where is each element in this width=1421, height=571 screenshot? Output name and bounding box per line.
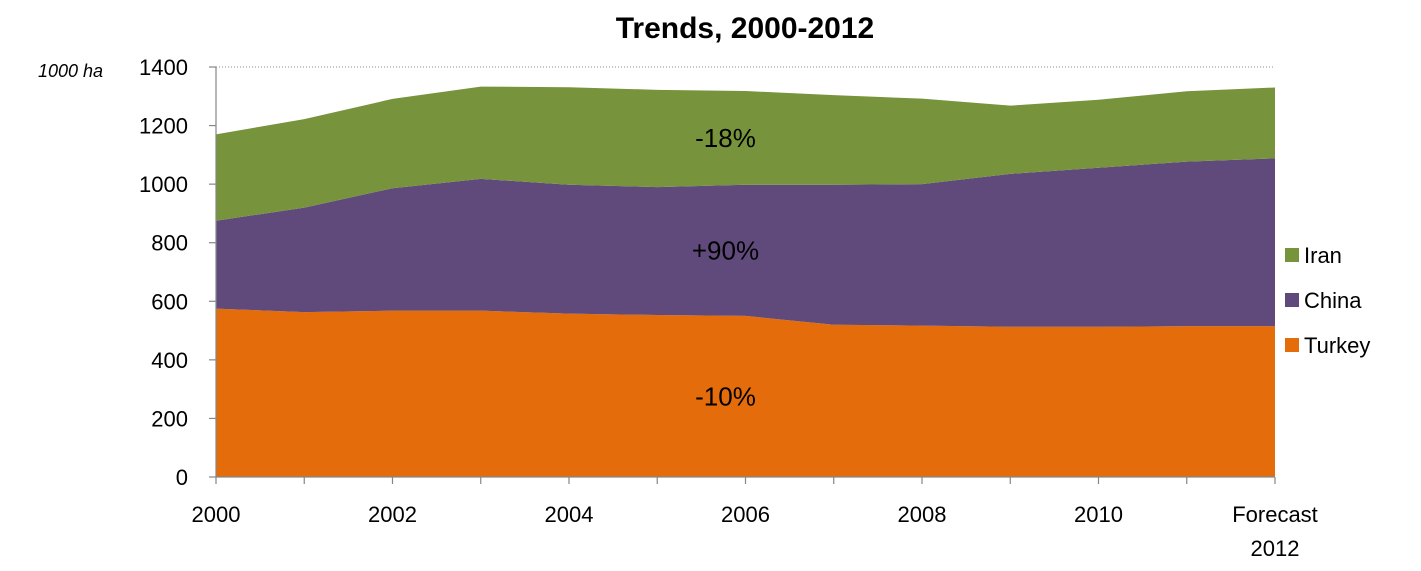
- legend: Iran China Turkey: [1285, 243, 1370, 358]
- x-tick-label: Forecast: [1232, 502, 1318, 527]
- y-tick-label: 1000: [139, 172, 188, 197]
- y-axis-unit-label: 1000 ha: [38, 61, 103, 81]
- annotation-turkey: -10%: [695, 381, 756, 411]
- annotation-iran: -18%: [695, 123, 756, 153]
- area-china: [216, 158, 1275, 327]
- legend-swatch-turkey: [1285, 338, 1299, 352]
- area-turkey: [216, 308, 1275, 477]
- x-tick-label: 2008: [898, 502, 947, 527]
- y-tick-label: 600: [151, 289, 188, 314]
- x-tick-label: 2006: [721, 502, 770, 527]
- y-tick-label: 800: [151, 231, 188, 256]
- y-tick-label: 200: [151, 406, 188, 431]
- x-tick-label: 2000: [192, 502, 241, 527]
- x-tick-label: 2002: [368, 502, 417, 527]
- annotation-china: +90%: [692, 235, 759, 265]
- chart-title: Trends, 2000-2012: [616, 12, 875, 45]
- y-tick-label: 0: [176, 465, 188, 490]
- y-tick-label: 1200: [139, 114, 188, 139]
- area-iran: [216, 86, 1275, 221]
- legend-label-iran: Iran: [1304, 243, 1342, 268]
- x-tick-label: 2004: [545, 502, 594, 527]
- x-tick-label: 2012: [1251, 536, 1300, 561]
- legend-label-china: China: [1304, 288, 1362, 313]
- legend-swatch-iran: [1285, 248, 1299, 262]
- y-tick-label: 1400: [139, 55, 188, 80]
- x-tick-label: 2010: [1074, 502, 1123, 527]
- y-tick-label: 400: [151, 348, 188, 373]
- plot-area: 0 200 400 600 800 1000 1200 1400 2000 2002 2004 200…: [139, 55, 1318, 561]
- legend-swatch-china: [1285, 293, 1299, 307]
- legend-label-turkey: Turkey: [1304, 333, 1370, 358]
